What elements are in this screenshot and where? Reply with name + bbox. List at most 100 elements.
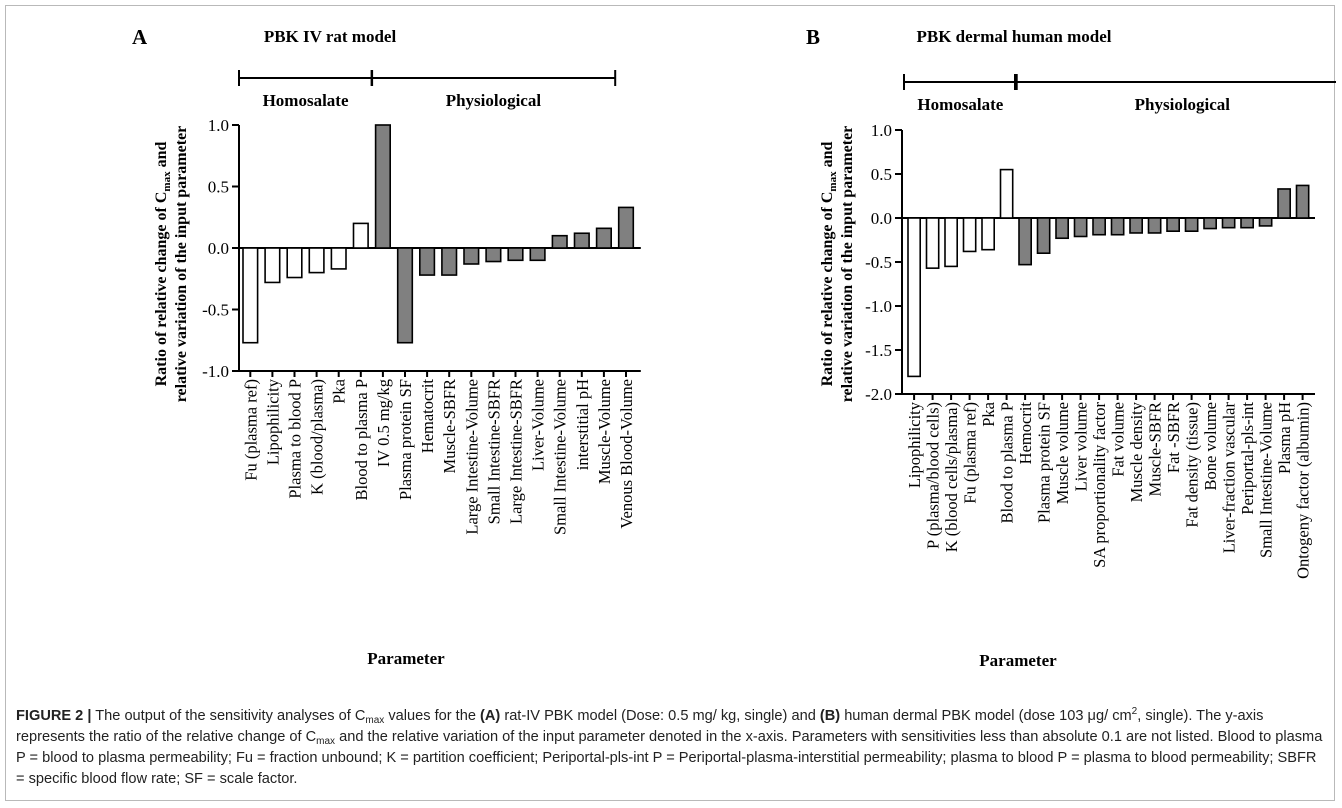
figure-charts: A PBK IV rat model Parameter Ratio of re… (132, 25, 1342, 670)
panel-a-bar (330, 247, 347, 270)
panel-a-x-tick-label: Hematocrit (418, 379, 437, 454)
panel-b-ylabel-line2: relative variation of the input paramete… (839, 126, 856, 403)
panel-a-x-tick-label: Muscle-Volume (595, 379, 614, 484)
panel-b-y-tick-label: -0.5 (865, 253, 892, 272)
panel-b-bar (1147, 217, 1162, 234)
panel-b-bar (981, 217, 995, 251)
panel-a-bar (463, 247, 480, 265)
caption-panel-a: (A) (480, 708, 501, 724)
panel-b-x-tick-label: Plasma protein SF (1035, 402, 1054, 523)
panel-b-bar (962, 217, 977, 253)
panel-b-y-tick-label: -2.0 (865, 385, 892, 404)
panel-b-bar (1166, 217, 1180, 232)
panel-a-ylabel-end: and (153, 142, 170, 172)
panel-b-bar (1258, 217, 1273, 227)
panel-a-x-tick-label: Large Intestine-Volume (462, 379, 481, 535)
caption-panel-b: (B) (819, 708, 841, 724)
panel-b-x-tick-label: Periportal-pls-int (1238, 402, 1257, 515)
panel-a-x-tick-label: Small Intestine-SBFR (484, 379, 503, 524)
panel-a-bar (551, 234, 568, 249)
panel-b-x-tick-label: Pka (979, 401, 998, 426)
caption-t5-sub: max (316, 736, 336, 747)
panel-a-x-tick-label: Plasma to blood P (286, 379, 305, 499)
panel-b-y-tick-label: 0.0 (871, 209, 892, 228)
panel-b-title: PBK dermal human model (916, 27, 1111, 46)
panel-a-bar (441, 247, 458, 276)
caption-t6: and the relative variation of the input … (16, 729, 1323, 787)
panel-b-x-tick-label: Muscle volume (1053, 402, 1072, 504)
panel-a-bar (617, 206, 635, 249)
panel-a-bar (507, 247, 524, 262)
panel-b-ylabel-sub: max (827, 171, 839, 192)
panel-a-bar (485, 247, 502, 263)
figure-caption: FIGURE 2 | The output of the sensitivity… (16, 706, 1326, 790)
panel-b-x-tick-label: Plasma pH (1275, 402, 1294, 474)
panel-a-x-tick-label: Pka (330, 378, 349, 403)
panel-a-x-tick-label: K (blood/plasma) (308, 379, 327, 495)
panel-a-bar (286, 247, 303, 279)
panel-a-x-tick-label: Large Intestine-SBFR (507, 379, 526, 524)
panel-a-bar (529, 247, 546, 262)
panel-a-x-tick-label: Muscle-SBFR (440, 379, 459, 473)
panel-a-label: A (132, 25, 148, 49)
panel-b-y-tick-label: 0.5 (871, 165, 892, 184)
panel-b-x-tick-label: Ontogeny factor (albumin) (1294, 402, 1313, 579)
panel-b-plot: -2.0 -1.5 -1.0 -0.5 0.0 0.5 1.0 Lipophilicity P … (865, 74, 1342, 579)
panel-b-x-tick-label: Fat volume (1109, 402, 1128, 477)
panel-b-x-tick-label: Fat density (tissue) (1183, 402, 1202, 528)
caption-t5: , single). The y-axis represents the rat… (16, 708, 1264, 745)
panel-a-xlabel: Parameter (367, 649, 445, 668)
panel-b-bar (944, 217, 958, 268)
panel-b-y-tick-label: 1.0 (871, 121, 892, 140)
panel-a-y-tick-label: -1.0 (202, 362, 229, 381)
panel-b-x-tick-label: Fat -SBFR (1164, 402, 1183, 473)
panel-b-x-tick-label: Blood to plasma P (998, 402, 1017, 523)
caption-t1-sub: max (365, 715, 385, 726)
caption-t2: values for the (384, 708, 481, 724)
panel-b-bar (1277, 188, 1291, 219)
panel-a-bar (242, 247, 259, 344)
caption-label: FIGURE 2 | (16, 708, 92, 724)
panel-a-x-tick-label: Fu (plasma ref) (241, 379, 260, 481)
panel-b-x-tick-label: Bone volume (1201, 402, 1220, 490)
panel-b-bar (925, 217, 940, 269)
caption-t3: rat-IV PBK model (Dose: 0.5 mg/ kg, sing… (500, 708, 820, 724)
panel-b-bar (1240, 217, 1254, 229)
panel-b-bar (1184, 217, 1199, 232)
panel-a-y-tick-label: 0.5 (208, 178, 229, 197)
panel-a-title: PBK IV rat model (264, 27, 397, 46)
panel-a-x-tick-label: IV 0.5 mg/kg (374, 379, 393, 467)
panel-a-bar (418, 247, 436, 276)
panel-b-x-tick-label: P (plasma/blood cells) (924, 402, 943, 549)
panel-b-bar (1055, 217, 1069, 240)
panel-a-plot: -1.0 -0.5 0.0 0.5 1.0 Fu (plasma ref) Lipophil… (202, 70, 641, 535)
panel-a-x-tick-label: Liver-Volume (529, 379, 548, 471)
panel-b-bar (1110, 217, 1125, 236)
panel-b-bar (1203, 217, 1217, 230)
panel-b-bar (1295, 184, 1310, 219)
panel-b-bar (999, 168, 1014, 219)
panel-b-x-tick-label: Muscle density (1127, 401, 1146, 502)
panel-b-ylabel-end: and (819, 142, 836, 172)
panel-a-bar (352, 222, 369, 249)
panel-a-group-label: Physiological (446, 91, 542, 110)
panel-b-x-tick-label: Small Intestine-Volume (1257, 402, 1276, 558)
panel-a-y-tick-label: 1.0 (208, 116, 229, 135)
panel-a-ylabel-line1: Ratio of relative change of C (153, 192, 170, 387)
panel-a-y-tick-label: -0.5 (202, 301, 229, 320)
panel-a-bar (374, 124, 392, 249)
panel-a-bar (396, 247, 414, 344)
panel-b-bar (1221, 217, 1236, 229)
panel-b-y-tick-label: -1.0 (865, 297, 892, 316)
panel-a-bar (595, 227, 612, 249)
panel-a-bar (308, 247, 325, 274)
panel-b-ylabel-line1: Ratio of relative change of C (819, 192, 836, 387)
panel-a-x-tick-label: interstitial pH (573, 379, 592, 470)
panel-b-bar (1073, 217, 1088, 238)
panel-a-ylabel-sub: max (161, 171, 173, 192)
panel-a-x-tick-label: Lipophilicity (263, 378, 282, 465)
panel-b-x-tick-label: Hemocrit (1016, 402, 1035, 465)
panel-a-bar (573, 232, 590, 249)
panel-b-x-tick-label: SA proportionality factor (1090, 401, 1109, 567)
panel-b-bar (907, 217, 921, 378)
